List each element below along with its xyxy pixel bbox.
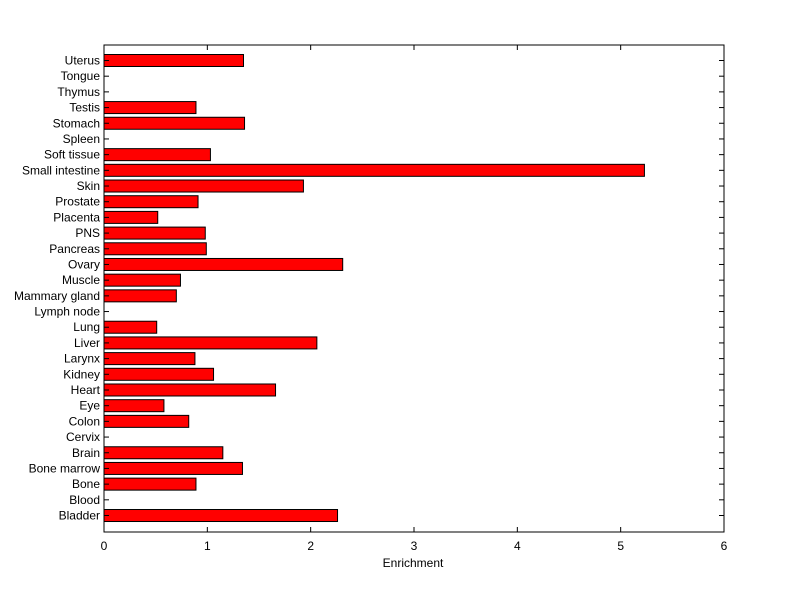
bar bbox=[103, 320, 158, 334]
y-tick-label: Skin bbox=[77, 179, 100, 193]
bar bbox=[103, 477, 197, 491]
x-tick-label: 2 bbox=[307, 539, 314, 553]
y-tick-label: Liver bbox=[74, 336, 100, 350]
x-tick-label: 3 bbox=[411, 539, 418, 553]
y-tick-label: Placenta bbox=[53, 210, 100, 224]
bar bbox=[103, 54, 244, 67]
y-tick-label: Ovary bbox=[68, 257, 100, 271]
bar bbox=[103, 336, 318, 350]
y-tick-label: Eye bbox=[79, 399, 100, 413]
y-tick-label: Lymph node bbox=[34, 305, 100, 319]
y-tick-label: Cervix bbox=[66, 430, 100, 444]
bar bbox=[103, 257, 344, 271]
y-tick-label: Spleen bbox=[63, 132, 100, 146]
x-tick-label: 6 bbox=[721, 539, 728, 553]
bar bbox=[103, 367, 215, 381]
y-axis-ticks bbox=[104, 60, 724, 517]
bar bbox=[103, 195, 199, 209]
bar bbox=[103, 446, 224, 460]
y-tick-label: Thymus bbox=[57, 85, 100, 99]
y-tick-label: Soft tissue bbox=[44, 148, 100, 162]
y-tick-label: Uterus bbox=[65, 54, 100, 68]
x-tick-label: 4 bbox=[514, 539, 521, 553]
y-tick-label: Heart bbox=[71, 383, 101, 397]
bar bbox=[103, 461, 243, 475]
bar bbox=[103, 383, 277, 397]
y-tick-label: Colon bbox=[69, 414, 100, 428]
y-tick-label: Lung bbox=[73, 320, 100, 334]
x-axis-labels: 0 1 2 3 4 5 6 bbox=[101, 539, 728, 553]
x-tick-label: 0 bbox=[101, 539, 108, 553]
bar bbox=[103, 179, 304, 193]
y-tick-label: Larynx bbox=[64, 352, 100, 366]
y-tick-label: Prostate bbox=[55, 195, 100, 209]
y-tick-label: Bladder bbox=[59, 509, 100, 523]
y-tick-label: Brain bbox=[72, 446, 100, 460]
bar bbox=[103, 273, 181, 287]
y-tick-label: Testis bbox=[69, 101, 100, 115]
x-axis-ticks bbox=[103, 45, 725, 532]
bar bbox=[103, 163, 645, 177]
y-tick-label: Bone bbox=[72, 477, 100, 491]
y-tick-label: Kidney bbox=[63, 367, 100, 381]
y-tick-label: Mammary gland bbox=[14, 289, 100, 303]
bar bbox=[103, 148, 211, 162]
y-tick-label: Stomach bbox=[53, 116, 100, 130]
bar bbox=[103, 116, 246, 130]
x-tick-label: 1 bbox=[204, 539, 211, 553]
y-tick-label: Blood bbox=[69, 493, 100, 507]
bar bbox=[103, 399, 165, 413]
bar bbox=[103, 242, 207, 256]
bar bbox=[103, 289, 177, 303]
x-axis-title: Enrichment bbox=[383, 556, 444, 570]
y-tick-label: Pancreas bbox=[49, 242, 100, 256]
bar bbox=[103, 101, 197, 115]
y-tick-label: Tongue bbox=[61, 69, 101, 83]
bar bbox=[103, 352, 196, 366]
bar bbox=[103, 414, 190, 428]
x-tick-label: 5 bbox=[617, 539, 624, 553]
y-tick-label: Bone marrow bbox=[29, 461, 101, 475]
bar bbox=[103, 509, 339, 523]
bar bbox=[103, 226, 206, 240]
y-tick-label: Small intestine bbox=[22, 163, 100, 177]
y-tick-label: PNS bbox=[75, 226, 100, 240]
bar bbox=[103, 210, 159, 224]
y-tick-label: Muscle bbox=[62, 273, 100, 287]
